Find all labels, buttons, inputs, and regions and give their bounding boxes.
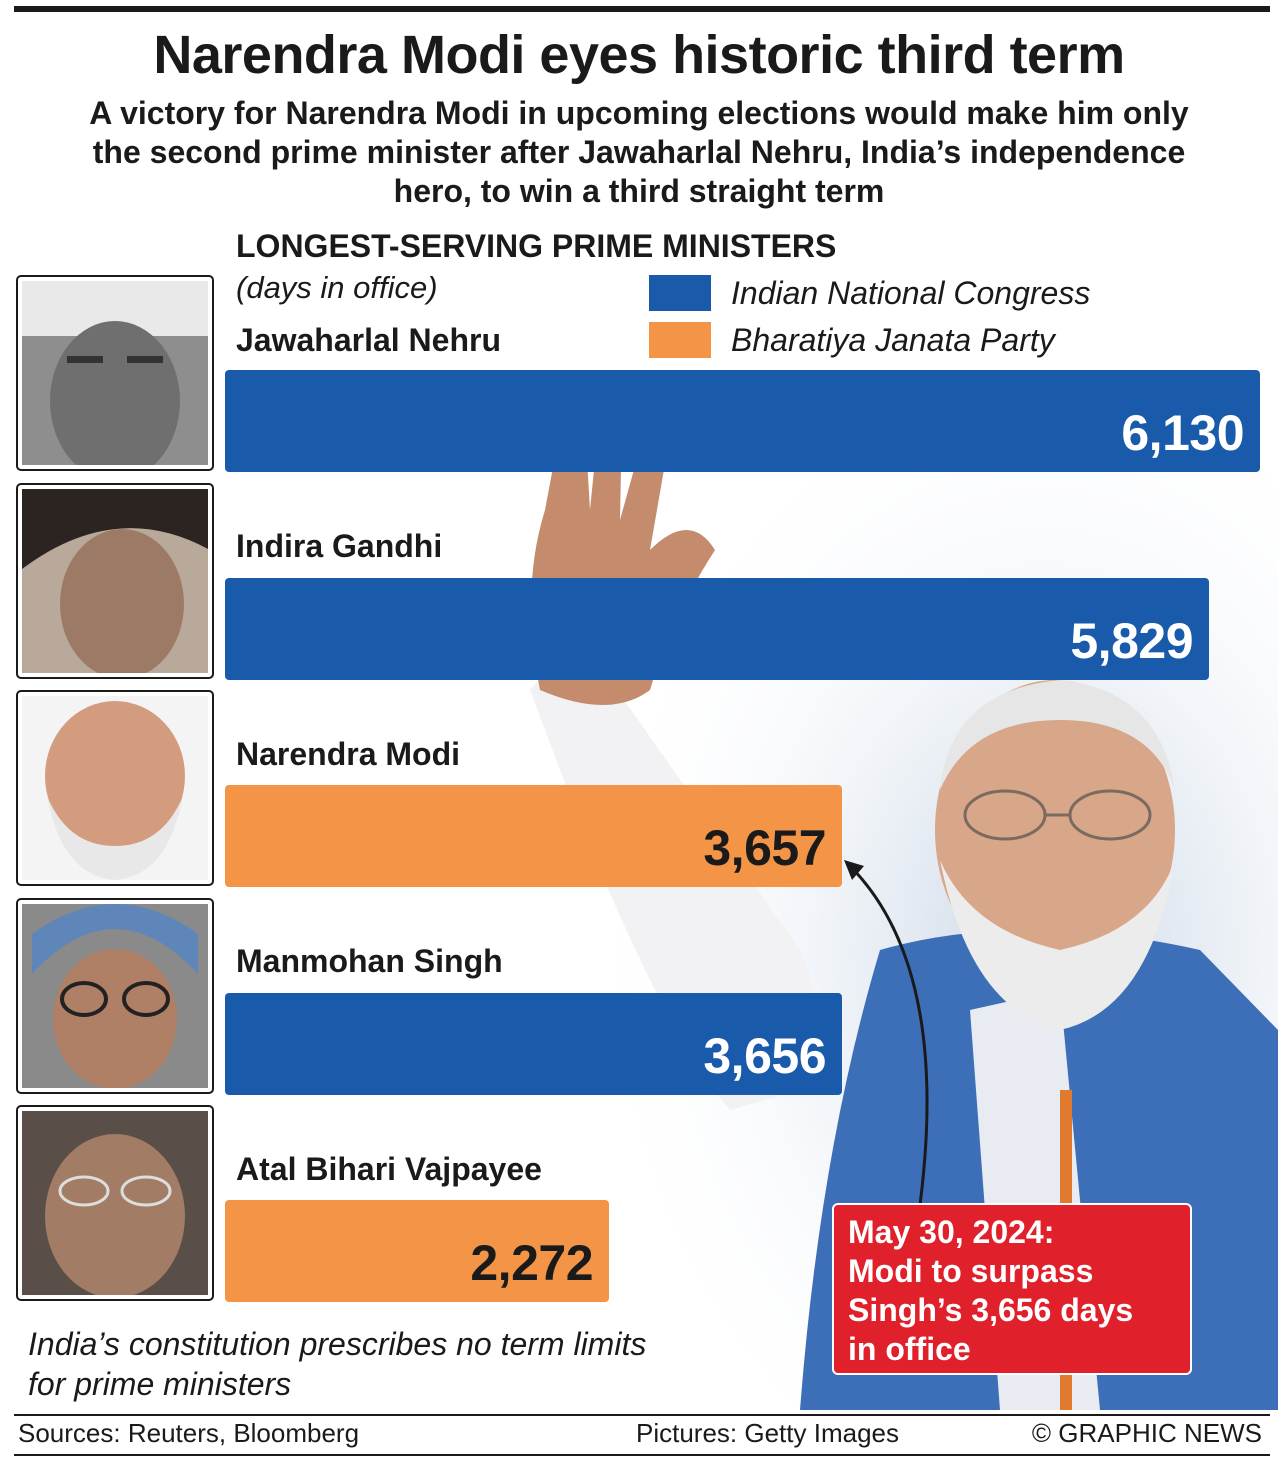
legend-label-bjp: Bharatiya Janata Party <box>731 322 1055 358</box>
bar-nehru: 6,130 <box>225 370 1260 472</box>
portrait-atal-bihari-vajpayee <box>16 1105 214 1301</box>
portrait-manmohan-singh <box>16 898 214 1094</box>
bar-atal-bihari-vajpayee: 2,272 <box>225 1200 609 1302</box>
pm-name-narendra-modi: Narendra Modi <box>236 736 461 772</box>
portrait-narendra-modi <box>16 690 214 886</box>
footnote: India’s constitution prescribes no term … <box>28 1326 647 1402</box>
legend-swatch-congress <box>649 275 711 311</box>
callout-line: Modi to surpass <box>848 1253 1094 1289</box>
chart-heading: LONGEST-SERVING PRIME MINISTERS <box>236 228 837 264</box>
page-subtitle: A victory for Narendra Modi in upcoming … <box>89 95 1189 209</box>
bar-indira-gandhi: 5,829 <box>225 578 1209 680</box>
callout-line: May 30, 2024: <box>848 1214 1055 1250</box>
callout-arrow <box>844 860 929 1206</box>
bar-value-indira-gandhi: 5,829 <box>1070 613 1193 669</box>
legend-label-congress: Indian National Congress <box>731 275 1091 311</box>
bar-manmohan-singh: 3,656 <box>225 993 842 1095</box>
footer-rule-top <box>14 1414 1270 1416</box>
bar-value-narendra-modi: 3,657 <box>703 820 826 876</box>
pm-name-atal-bihari-vajpayee: Atal Bihari Vajpayee <box>236 1151 542 1187</box>
chart-unit: (days in office) <box>236 270 438 305</box>
callout-line: in office <box>848 1331 971 1367</box>
page-title: Narendra Modi eyes historic third term <box>153 25 1125 85</box>
pm-name-nehru: Jawaharlal Nehru <box>236 322 501 358</box>
pm-name-manmohan-singh: Manmohan Singh <box>236 943 503 979</box>
footer-credit: © GRAPHIC NEWS <box>1031 1418 1262 1448</box>
bar-value-atal-bihari-vajpayee: 2,272 <box>470 1235 593 1291</box>
bar-narendra-modi: 3,657 <box>225 785 842 887</box>
legend-swatch-bjp <box>649 322 711 358</box>
bar-value-manmohan-singh: 3,656 <box>703 1028 826 1084</box>
callout-box: May 30, 2024: Modi to surpass Singh’s 3,… <box>832 1203 1192 1375</box>
bar-value-nehru: 6,130 <box>1121 405 1244 461</box>
footer-rule-bottom <box>14 1454 1270 1456</box>
pm-name-indira-gandhi: Indira Gandhi <box>236 528 443 564</box>
footer-sources: Sources: Reuters, Bloomberg <box>18 1418 360 1448</box>
top-rule <box>14 6 1270 12</box>
portrait-nehru <box>16 275 214 471</box>
portrait-indira-gandhi <box>16 483 214 679</box>
footer-pictures: Pictures: Getty Images <box>636 1418 899 1448</box>
callout-line: Singh’s 3,656 days <box>848 1292 1134 1328</box>
